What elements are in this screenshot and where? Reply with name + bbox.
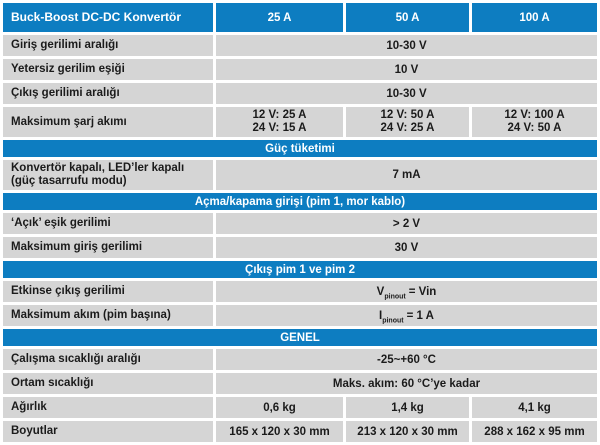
table-row: Maksimum akım (pim başına) Ipinout = 1 A bbox=[3, 305, 597, 326]
table-row: Etkinse çıkış gerilimi Vpinout = Vin bbox=[3, 281, 597, 302]
value-equation: = Vin bbox=[408, 285, 437, 298]
spec-label-output-voltage-range: Çıkış gerilimi aralığı bbox=[3, 83, 213, 104]
spec-label-undervoltage-threshold: Yetersiz gerilim eşiği bbox=[3, 59, 213, 80]
table-row: ‘Açık’ eşik gerilimi > 2 V bbox=[3, 213, 597, 234]
spec-label-dimensions: Boyutlar bbox=[3, 421, 213, 442]
spec-value-active-output-voltage: Vpinout = Vin bbox=[216, 281, 597, 302]
column-header-100a: 100 A bbox=[472, 3, 597, 32]
section-header-label: Çıkış pim 1 ve pim 2 bbox=[3, 261, 597, 278]
spec-value-converter-off: 7 mA bbox=[216, 160, 597, 190]
spec-value-max-charge-current-50a: 12 V: 50 A 24 V: 25 A bbox=[346, 107, 469, 137]
spec-value-max-charge-current-100a: 12 V: 100 A 24 V: 50 A bbox=[472, 107, 597, 137]
spec-label-max-charge-current: Maksimum şarj akımı bbox=[3, 107, 213, 137]
spec-value-dimensions-25a: 165 x 120 x 30 mm bbox=[216, 421, 343, 442]
table-row: Maksimum şarj akımı 12 V: 25 A 24 V: 15 … bbox=[3, 107, 597, 137]
value-line: 24 V: 25 A bbox=[380, 122, 435, 134]
spec-value-input-voltage-range: 10-30 V bbox=[216, 35, 597, 56]
value-variable: V bbox=[376, 285, 385, 298]
value-line: 12 V: 25 A bbox=[252, 109, 307, 121]
value-subscript: pinout bbox=[384, 292, 406, 300]
spec-value-weight-25a: 0,6 kg bbox=[216, 397, 343, 418]
table-title: Buck-Boost DC-DC Konvertör bbox=[3, 3, 213, 32]
spec-value-max-charge-current-25a: 12 V: 25 A 24 V: 15 A bbox=[216, 107, 343, 137]
table-row: Ağırlık 0,6 kg 1,4 kg 4,1 kg bbox=[3, 397, 597, 418]
value-equation: = 1 A bbox=[406, 309, 434, 322]
spec-value-on-threshold: > 2 V bbox=[216, 213, 597, 234]
table-row: Boyutlar 165 x 120 x 30 mm 213 x 120 x 3… bbox=[3, 421, 597, 442]
spec-value-ambient-temp: Maks. akım: 60 °C’ye kadar bbox=[216, 373, 597, 394]
value-variable: I bbox=[379, 309, 383, 322]
spec-value-dimensions-50a: 213 x 120 x 30 mm bbox=[346, 421, 469, 442]
section-header-output-pins: Çıkış pim 1 ve pim 2 bbox=[3, 261, 597, 278]
table-row: Çıkış gerilimi aralığı 10-30 V bbox=[3, 83, 597, 104]
spec-label-ambient-temp: Ortam sıcaklığı bbox=[3, 373, 213, 394]
value-line: 24 V: 15 A bbox=[252, 122, 307, 134]
spec-value-operating-temp: -25~+60 °C bbox=[216, 349, 597, 370]
table-row: Giriş gerilimi aralığı 10-30 V bbox=[3, 35, 597, 56]
spec-value-dimensions-100a: 288 x 162 x 95 mm bbox=[472, 421, 597, 442]
spec-label-operating-temp: Çalışma sıcaklığı aralığı bbox=[3, 349, 213, 370]
spec-label-input-voltage-range: Giriş gerilimi aralığı bbox=[3, 35, 213, 56]
spec-label-max-current-per-pin: Maksimum akım (pim başına) bbox=[3, 305, 213, 326]
spec-value-weight-50a: 1,4 kg bbox=[346, 397, 469, 418]
value-subscript: pinout bbox=[382, 316, 404, 324]
spec-value-max-input-voltage: 30 V bbox=[216, 237, 597, 258]
table-row: Yetersiz gerilim eşiği 10 V bbox=[3, 59, 597, 80]
table-row: Ortam sıcaklığı Maks. akım: 60 °C’ye kad… bbox=[3, 373, 597, 394]
value-line: 12 V: 100 A bbox=[504, 109, 565, 121]
column-header-25a: 25 A bbox=[216, 3, 343, 32]
table-row: Çalışma sıcaklığı aralığı -25~+60 °C bbox=[3, 349, 597, 370]
spec-label-converter-off: Konvertör kapalı, LED’ler kapalı (güç ta… bbox=[3, 160, 213, 190]
table-header-row: Buck-Boost DC-DC Konvertör 25 A 50 A 100… bbox=[3, 3, 597, 32]
spec-label-weight: Ağırlık bbox=[3, 397, 213, 418]
section-header-general: GENEL bbox=[3, 329, 597, 346]
section-header-label: Açma/kapama girişi (pim 1, mor kablo) bbox=[3, 193, 597, 210]
section-header-label: GENEL bbox=[3, 329, 597, 346]
spec-label-max-input-voltage: Maksimum giriş gerilimi bbox=[3, 237, 213, 258]
column-header-50a: 50 A bbox=[346, 3, 469, 32]
section-header-label: Güç tüketimi bbox=[3, 140, 597, 157]
spec-label-active-output-voltage: Etkinse çıkış gerilimi bbox=[3, 281, 213, 302]
table-row: Konvertör kapalı, LED’ler kapalı (güç ta… bbox=[3, 160, 597, 190]
section-header-power-consumption: Güç tüketimi bbox=[3, 140, 597, 157]
value-line: 12 V: 50 A bbox=[380, 109, 435, 121]
spec-value-undervoltage-threshold: 10 V bbox=[216, 59, 597, 80]
value-line: 24 V: 50 A bbox=[507, 122, 562, 134]
spec-value-max-current-per-pin: Ipinout = 1 A bbox=[216, 305, 597, 326]
spec-label-on-threshold: ‘Açık’ eşik gerilimi bbox=[3, 213, 213, 234]
spec-value-output-voltage-range: 10-30 V bbox=[216, 83, 597, 104]
section-header-remote-input: Açma/kapama girişi (pim 1, mor kablo) bbox=[3, 193, 597, 210]
spec-value-weight-100a: 4,1 kg bbox=[472, 397, 597, 418]
table-row: Maksimum giriş gerilimi 30 V bbox=[3, 237, 597, 258]
